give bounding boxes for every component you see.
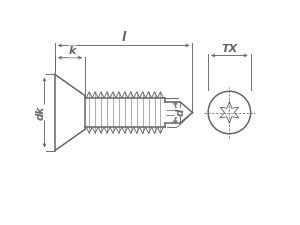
Text: TX: TX bbox=[221, 44, 238, 54]
Text: d: d bbox=[176, 109, 186, 116]
Text: l: l bbox=[122, 31, 126, 44]
Text: dk: dk bbox=[35, 105, 45, 120]
Text: k: k bbox=[69, 46, 76, 56]
